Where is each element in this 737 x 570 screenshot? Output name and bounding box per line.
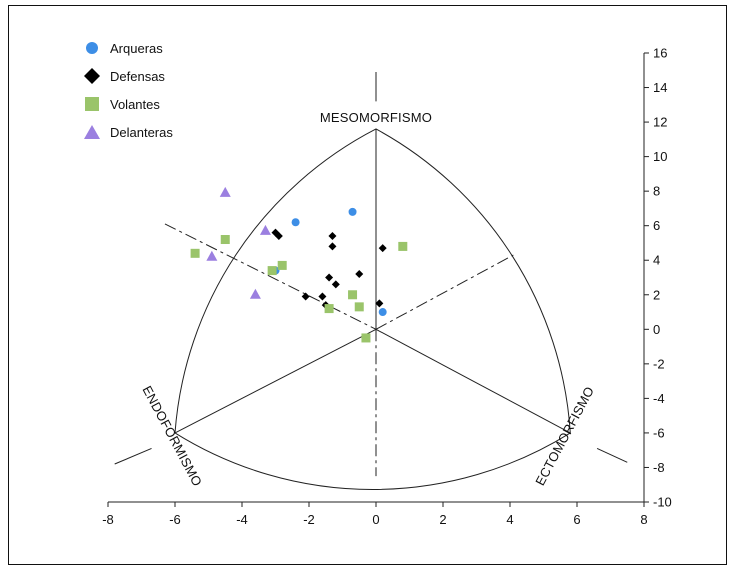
y-tick-label: 16 bbox=[653, 46, 667, 61]
y-tick-label: -2 bbox=[653, 356, 665, 371]
point-volantes bbox=[277, 260, 287, 270]
point-delanteras bbox=[206, 250, 218, 261]
legend-item-delanteras: Delanteras bbox=[84, 118, 173, 146]
axes: -8 -6 -4 -2 0 2 4 6 8 16 14 12 10 8 6 4 2 0 -2 -4 -6 -8 -10 bbox=[102, 46, 672, 528]
reuleaux-triangle bbox=[174, 128, 571, 491]
y-tick-label: 10 bbox=[653, 149, 667, 164]
diamond-marker-icon bbox=[84, 68, 100, 84]
x-tick-label: 0 bbox=[372, 512, 379, 527]
point-volantes bbox=[361, 333, 371, 343]
point-defensas bbox=[328, 242, 337, 251]
square-marker-icon bbox=[84, 96, 100, 112]
point-volantes bbox=[348, 290, 358, 300]
x-tick-label: -6 bbox=[169, 512, 181, 527]
point-arqueras bbox=[378, 308, 387, 317]
point-delanteras bbox=[219, 186, 231, 197]
legend-item-arqueras: Arqueras bbox=[84, 34, 173, 62]
triangle-marker-icon bbox=[84, 124, 100, 140]
point-volantes bbox=[354, 302, 364, 312]
point-volantes bbox=[190, 248, 200, 258]
point-defensas bbox=[318, 292, 327, 301]
point-defensas bbox=[301, 292, 310, 301]
legend-label-arqueras: Arqueras bbox=[110, 40, 163, 56]
mesomorfismo-label: MESOMORFISMO bbox=[320, 110, 432, 125]
x-tick-label: 2 bbox=[439, 512, 446, 527]
point-volantes bbox=[324, 304, 334, 314]
tick-mark-left bbox=[114, 448, 152, 465]
point-arqueras bbox=[348, 207, 357, 216]
dashed-axis-upper-right bbox=[375, 254, 514, 330]
y-tick-label: 12 bbox=[653, 115, 667, 130]
y-tick-label: 6 bbox=[653, 218, 660, 233]
dashed-axis-upper-left bbox=[164, 223, 377, 330]
tick-mark-right bbox=[596, 448, 628, 463]
point-volantes bbox=[398, 241, 408, 251]
figure-frame bbox=[8, 5, 727, 565]
point-defensas bbox=[331, 280, 340, 289]
y-tick-label: 2 bbox=[653, 287, 660, 302]
point-defensas bbox=[274, 232, 283, 241]
point-volantes bbox=[267, 266, 277, 276]
point-defensas bbox=[378, 244, 387, 253]
spoke-ectomorph bbox=[375, 328, 571, 434]
x-tick-label: -2 bbox=[303, 512, 315, 527]
legend-label-delanteras: Delanteras bbox=[110, 124, 173, 140]
point-defensas bbox=[325, 273, 334, 282]
y-tick-label: 4 bbox=[653, 253, 660, 268]
legend-item-defensas: Defensas bbox=[84, 62, 173, 90]
point-defensas bbox=[328, 232, 337, 241]
y-tick-label: -6 bbox=[653, 425, 665, 440]
point-delanteras bbox=[249, 288, 261, 299]
x-tick-label: 6 bbox=[573, 512, 580, 527]
endoformismo-label: ENDOFORMISMO bbox=[139, 383, 205, 488]
y-tick-label: -8 bbox=[653, 460, 665, 475]
x-tick-label: -8 bbox=[102, 512, 114, 527]
ectomorfismo-label: ECTOMORFISMO bbox=[532, 384, 597, 488]
circle-marker-icon bbox=[84, 40, 100, 56]
point-defensas bbox=[375, 299, 384, 308]
point-arqueras bbox=[291, 218, 300, 227]
spoke-endomorph bbox=[174, 328, 377, 434]
legend-item-volantes: Volantes bbox=[84, 90, 173, 118]
y-tick-label: 0 bbox=[653, 322, 660, 337]
somatochart-structure bbox=[114, 71, 628, 491]
point-volantes bbox=[220, 235, 230, 245]
point-defensas bbox=[355, 270, 364, 279]
y-tick-label: 14 bbox=[653, 80, 667, 95]
y-tick-label: -10 bbox=[653, 495, 672, 510]
point-delanteras bbox=[259, 224, 271, 235]
x-tick-label: 8 bbox=[640, 512, 647, 527]
x-tick-label: 4 bbox=[506, 512, 513, 527]
data-points bbox=[190, 186, 408, 343]
legend: Arqueras Defensas Volantes Delanteras bbox=[84, 34, 173, 146]
y-tick-label: 8 bbox=[653, 184, 660, 199]
y-tick-label: -4 bbox=[653, 391, 665, 406]
x-tick-label: -4 bbox=[236, 512, 248, 527]
legend-label-defensas: Defensas bbox=[110, 68, 165, 84]
legend-label-volantes: Volantes bbox=[110, 96, 160, 112]
